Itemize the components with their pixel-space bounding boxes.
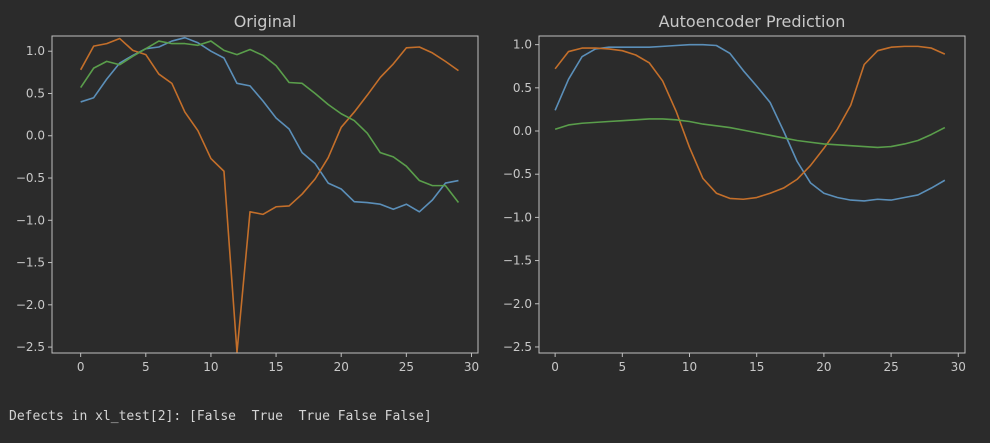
series-green-line [554, 118, 946, 149]
x-tick-label: 20 [334, 360, 349, 374]
y-tick-label: 1.0 [26, 44, 45, 58]
y-tick-label: −1.0 [503, 210, 532, 224]
series-orange-line [79, 37, 459, 353]
y-tick-label: −1.5 [503, 254, 532, 268]
x-tick-label: 5 [618, 360, 626, 374]
x-tick-label: 10 [682, 360, 697, 374]
y-tick-label: 0.0 [26, 129, 45, 143]
y-tick-label: −2.5 [503, 340, 532, 354]
x-tick-label: 30 [951, 360, 966, 374]
y-tick-label: 0.5 [26, 86, 45, 100]
series-orange-line [554, 45, 946, 201]
y-tick-label: 1.0 [513, 38, 532, 52]
series-blue-line [80, 36, 459, 213]
x-tick-label: 15 [268, 360, 283, 374]
series-blue-line [554, 43, 946, 202]
x-tick-label: 0 [77, 360, 85, 374]
x-tick-label: 5 [142, 360, 150, 374]
y-tick-label: −1.5 [16, 256, 45, 270]
x-tick-label: 15 [749, 360, 764, 374]
y-tick-label: −2.0 [16, 298, 45, 312]
x-tick-label: 25 [883, 360, 898, 374]
x-tick-label: 30 [464, 360, 479, 374]
chart-title: Original [234, 12, 297, 31]
autoencoder-prediction-plot: Autoencoder Prediction 0 5 10 15 20 25 30 1.0 0.5… [503, 12, 966, 374]
original-plot: Original 0 5 10 15 20 25 30 1.0 0.5 0.0 −0.5 −1.0 −1.… [16, 12, 479, 374]
y-tick-label: −2.5 [16, 340, 45, 354]
console-output: Defects in xl_test[2]: [False True True … [9, 409, 432, 424]
plot-frame [538, 35, 966, 354]
x-tick-label: 25 [399, 360, 414, 374]
plot-frame [51, 35, 479, 354]
y-tick-label: −0.5 [16, 171, 45, 185]
y-tick-label: −0.5 [503, 167, 532, 181]
y-tick-label: −1.0 [16, 213, 45, 227]
y-tick-label: −2.0 [503, 297, 532, 311]
chart-title: Autoencoder Prediction [659, 12, 846, 31]
x-tick-label: 20 [816, 360, 831, 374]
x-tick-label: 0 [551, 360, 559, 374]
y-tick-label: 0.5 [513, 81, 532, 95]
y-tick-label: 0.0 [513, 124, 532, 138]
x-tick-label: 10 [203, 360, 218, 374]
series-green-line [79, 40, 460, 204]
